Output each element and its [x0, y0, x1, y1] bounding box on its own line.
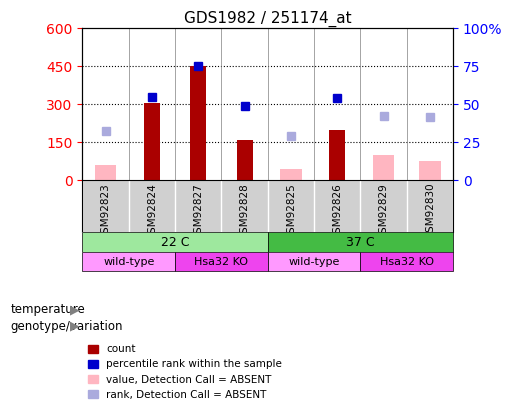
Bar [360, 252, 453, 271]
Text: GSM92827: GSM92827 [193, 183, 203, 240]
Bar [281, 169, 301, 180]
Text: 22 C: 22 C [161, 236, 190, 249]
Bar [82, 252, 175, 271]
Text: ▶: ▶ [70, 320, 79, 333]
Bar [329, 130, 346, 180]
Legend: count, percentile rank within the sample, value, Detection Call = ABSENT, rank, : count, percentile rank within the sample… [88, 344, 282, 400]
Text: GSM92826: GSM92826 [332, 183, 342, 240]
Bar [175, 252, 268, 271]
Bar [82, 232, 268, 252]
Bar [190, 66, 207, 180]
Text: GSM92830: GSM92830 [425, 183, 435, 239]
Text: GSM92824: GSM92824 [147, 183, 157, 240]
Text: Hsa32 KO: Hsa32 KO [195, 257, 248, 266]
Bar [95, 165, 116, 180]
Bar [268, 252, 360, 271]
Text: temperature: temperature [10, 303, 85, 316]
Text: GSM92828: GSM92828 [239, 183, 250, 240]
Bar [236, 140, 253, 180]
Text: GSM92829: GSM92829 [379, 183, 389, 240]
Text: wild-type: wild-type [103, 257, 154, 266]
Text: genotype/variation: genotype/variation [10, 320, 123, 333]
Text: GSM92825: GSM92825 [286, 183, 296, 240]
Text: GSM92823: GSM92823 [100, 183, 111, 240]
Text: Hsa32 KO: Hsa32 KO [380, 257, 434, 266]
Text: ▶: ▶ [70, 303, 79, 316]
Title: GDS1982 / 251174_at: GDS1982 / 251174_at [184, 11, 352, 27]
Text: wild-type: wild-type [288, 257, 340, 266]
Bar [373, 155, 394, 180]
Bar [268, 232, 453, 252]
Bar [144, 103, 160, 180]
Bar [420, 161, 440, 180]
Text: 37 C: 37 C [346, 236, 375, 249]
